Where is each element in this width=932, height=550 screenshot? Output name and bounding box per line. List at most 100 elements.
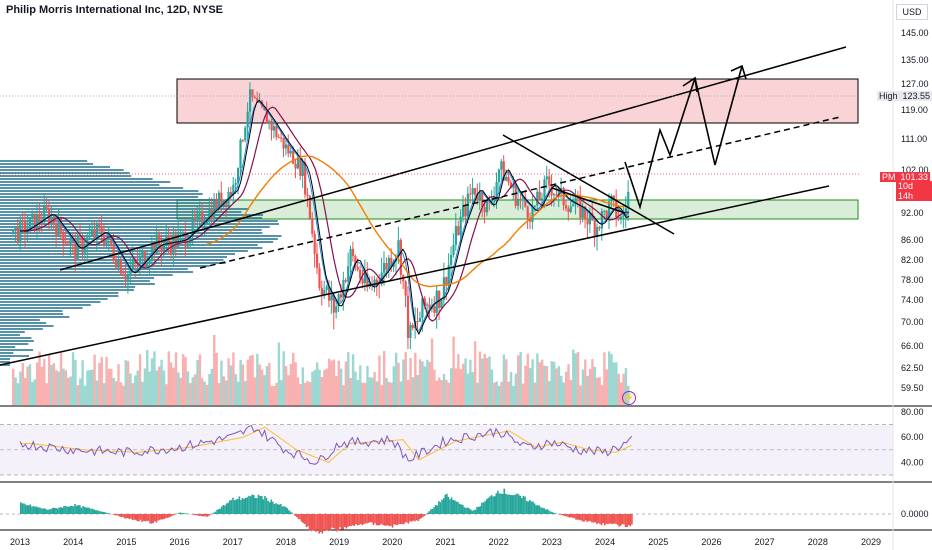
hist-bar — [222, 505, 225, 514]
volume-bar — [210, 368, 214, 406]
hist-bar — [530, 501, 533, 514]
candle-body — [315, 253, 319, 269]
volume-bar — [545, 366, 549, 406]
candle-body — [359, 269, 362, 279]
hist-bar — [511, 495, 514, 514]
volume-profile-bar — [0, 163, 94, 165]
volume-profile-bar — [0, 202, 220, 204]
volume-profile-bar — [0, 343, 29, 345]
hist-bar — [310, 514, 313, 532]
hist-bar — [276, 504, 279, 514]
volume-bar — [227, 358, 230, 406]
hist-bar — [407, 514, 410, 524]
hist-bar — [359, 514, 362, 524]
candle-body — [213, 200, 216, 220]
lightning-icon[interactable]: ⚡ — [622, 391, 636, 405]
candle-body — [335, 306, 338, 313]
volume-bar — [260, 369, 264, 406]
candle-body — [287, 144, 290, 154]
price-tick-label: 102.00 — [901, 165, 929, 175]
currency-button[interactable]: USD — [896, 4, 928, 20]
time-tick-label: 2017 — [223, 537, 243, 547]
hist-bar — [375, 514, 378, 526]
candle-body — [627, 192, 630, 209]
hist-bar — [340, 514, 343, 530]
hist-bar — [473, 510, 475, 514]
hist-bar — [442, 498, 445, 514]
hist-bar — [262, 499, 265, 514]
hist-bar — [410, 514, 413, 522]
hist-bar — [296, 514, 298, 518]
volume-bar — [229, 365, 233, 406]
volume-bar — [277, 342, 281, 406]
ema-fast-line — [20, 101, 630, 332]
hist-bar — [482, 502, 485, 514]
candle-body — [155, 234, 158, 255]
hist-bar — [94, 510, 97, 514]
hist-bar — [592, 514, 595, 523]
volume-bar — [442, 374, 446, 406]
volume-bar — [275, 382, 278, 406]
volume-bar — [158, 366, 161, 406]
hist-bar — [313, 514, 316, 531]
hist-bar — [536, 505, 539, 514]
volume-bar — [619, 382, 623, 406]
volume-bar — [50, 364, 53, 406]
candle-body — [548, 176, 551, 186]
volume-profile-bar — [0, 304, 91, 306]
volume-bar — [232, 352, 235, 406]
candle-body — [464, 206, 467, 217]
candle-body — [52, 216, 55, 225]
hist-bar — [69, 506, 72, 514]
volume-bar — [457, 354, 460, 406]
volume-bar — [452, 336, 455, 406]
hist-bar — [343, 514, 346, 527]
volume-bar — [574, 353, 577, 406]
candle-body — [313, 233, 316, 254]
candle-body — [304, 162, 307, 195]
hist-bar — [289, 511, 292, 514]
volume-bar — [131, 383, 135, 406]
candle-body — [203, 224, 206, 226]
hist-bar — [594, 514, 597, 523]
hist-bar — [39, 507, 41, 514]
hist-bar — [366, 514, 368, 524]
candle-body — [38, 214, 41, 222]
hist-bar — [29, 504, 32, 514]
volume-bar — [258, 364, 261, 406]
volume-bar — [45, 383, 48, 406]
hist-bar — [203, 514, 206, 517]
candle-body — [356, 266, 359, 270]
hist-bar — [230, 500, 233, 514]
price-tick-label: 70.00 — [901, 317, 924, 327]
hist-bar — [335, 514, 338, 532]
volume-bar — [67, 377, 70, 406]
volume-bar — [615, 362, 618, 406]
candle-body — [95, 224, 98, 238]
hist-bar — [173, 514, 175, 516]
hist-bar — [412, 514, 415, 521]
volume-bar — [122, 385, 125, 406]
time-tick-label: 2019 — [329, 537, 349, 547]
drawings-layer — [0, 46, 860, 366]
candle-body — [478, 192, 481, 200]
volume-bar — [203, 381, 206, 406]
volume-profile-bar — [0, 313, 64, 315]
volume-bar — [375, 381, 379, 406]
hist-bar — [77, 505, 80, 514]
volume-bar — [102, 383, 106, 406]
hist-bar — [254, 498, 257, 514]
hist-bar — [441, 499, 443, 514]
volume-bar — [387, 381, 391, 406]
hist-bar — [195, 514, 198, 516]
hist-bar — [246, 497, 249, 514]
volume-bar — [411, 377, 415, 406]
hist-bar — [364, 514, 367, 524]
candle-body — [191, 216, 194, 237]
volume-bar — [485, 358, 489, 406]
hist-bar — [321, 514, 324, 534]
volume-bar — [138, 354, 142, 406]
candle-body — [500, 161, 503, 170]
hist-bar — [50, 509, 52, 514]
